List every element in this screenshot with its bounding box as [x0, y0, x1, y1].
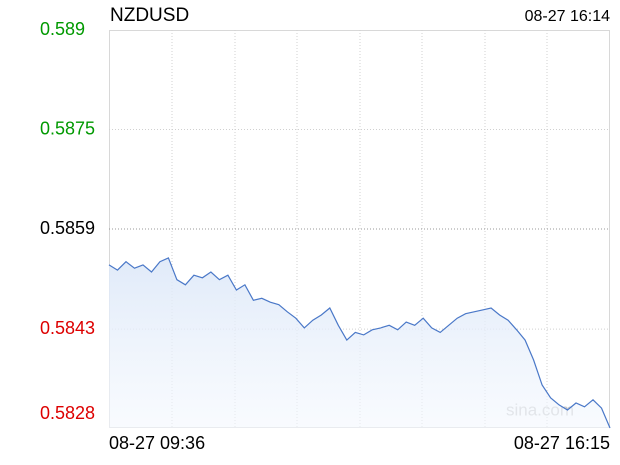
y-tick-label: 0.589 [40, 19, 85, 39]
y-tick-label: 0.5859 [40, 218, 95, 238]
timestamp: 08-27 16:14 [525, 8, 611, 25]
x-tick-label: 08-27 16:15 [514, 433, 610, 453]
y-tick-label: 0.5843 [40, 318, 95, 338]
y-tick-label: 0.5875 [40, 118, 95, 138]
area [109, 257, 610, 428]
price-line [108, 257, 611, 429]
chart-title: NZDUSD [110, 5, 189, 26]
x-tick-label: 08-27 09:36 [109, 433, 205, 453]
y-tick-label: 0.5828 [40, 403, 95, 423]
